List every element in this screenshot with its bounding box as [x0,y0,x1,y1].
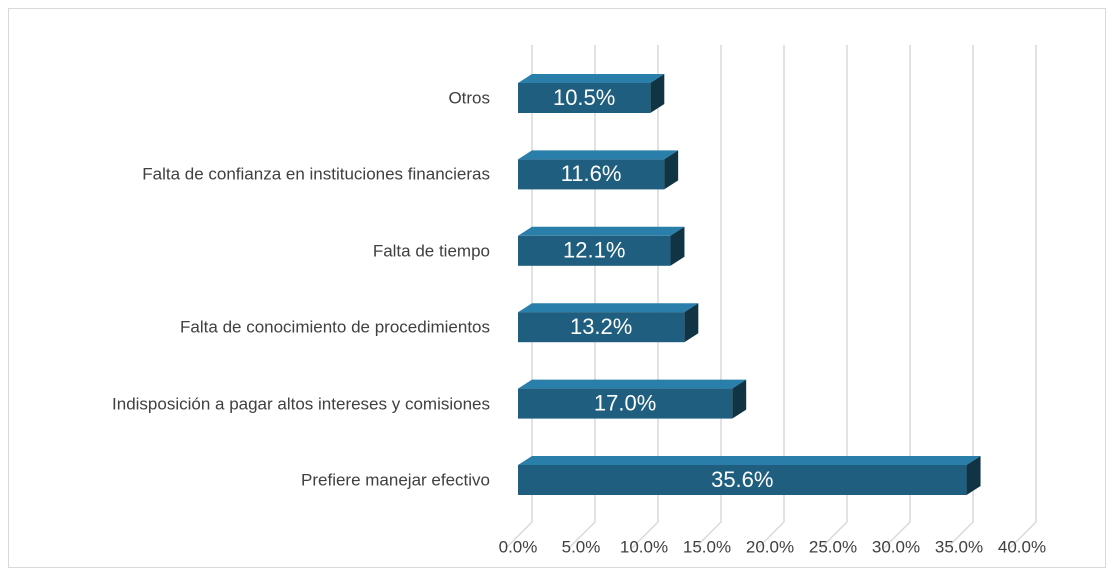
bar-top [518,150,679,160]
bar-top [518,74,665,83]
bar [518,312,685,343]
grid-line [946,45,974,549]
x-tick-label: 25.0% [809,537,857,556]
bar-side [966,456,981,495]
value-label: 35.6% [711,467,773,492]
bar [518,235,671,266]
value-label: 13.2% [570,314,632,339]
value-label: 12.1% [563,238,625,263]
grid-line [1009,45,1037,549]
bar-top [518,226,685,236]
bar-side [664,150,679,190]
bar-top [518,379,747,389]
bar-side [732,379,747,419]
bar-top [518,303,699,313]
bar-side [650,74,665,113]
x-tick-label: 40.0% [998,537,1046,556]
x-tick-label: 20.0% [746,537,794,556]
grid-line [505,45,533,549]
bar [518,83,651,113]
x-tick-label: 10.0% [620,537,668,556]
y-tick-label: Falta de confianza en instituciones fina… [142,164,490,184]
x-tick-label: 5.0% [562,537,601,556]
grid-line [883,45,911,549]
grid-line [694,45,722,549]
value-label: 10.5% [553,85,615,110]
x-tick-label: 15.0% [683,537,731,556]
y-tick-label: Falta de tiempo [372,241,490,261]
bar [518,465,967,495]
y-tick-label: Otros [448,88,490,108]
x-tick-label: 30.0% [872,537,920,556]
grid-line [757,45,785,549]
bar-top [518,456,981,465]
value-label: 11.6% [561,161,622,186]
y-tick-label: Falta de conocimiento de procedimientos [180,317,490,337]
x-tick-label: 35.0% [935,537,983,556]
bar-side [670,226,685,266]
grid-line [568,45,596,549]
value-label: 17.0% [594,390,656,415]
bar [518,388,733,419]
x-tick-label: 0.0% [499,537,538,556]
y-tick-label: Prefiere manejar efectivo [301,470,490,490]
bar [518,159,665,190]
grid-line [631,45,659,549]
grid-line [820,45,848,549]
bar-side [684,303,699,343]
y-tick-label: Indisposición a pagar altos intereses y … [112,394,490,414]
